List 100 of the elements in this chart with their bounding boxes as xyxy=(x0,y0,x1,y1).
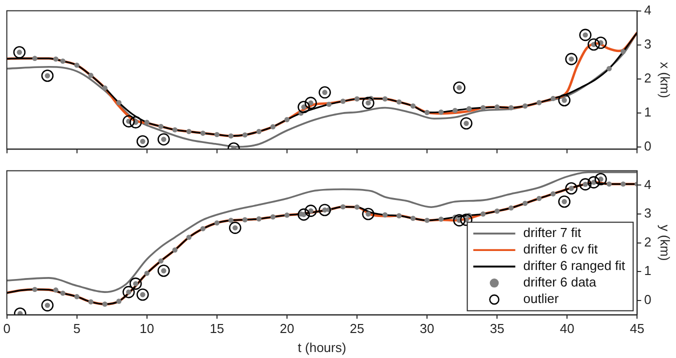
point xyxy=(480,105,486,110)
point xyxy=(144,120,150,125)
legend-label: drifter 7 fit xyxy=(523,225,582,240)
point xyxy=(200,226,206,232)
point xyxy=(453,82,466,94)
point xyxy=(228,218,234,223)
point xyxy=(242,132,248,138)
point xyxy=(53,287,58,293)
point xyxy=(122,286,135,298)
point xyxy=(606,181,612,187)
point xyxy=(362,96,374,110)
point xyxy=(256,128,262,134)
point xyxy=(158,124,164,130)
y-tick-label: 4 xyxy=(644,2,652,18)
x-tick-label: 5 xyxy=(73,321,80,336)
point xyxy=(466,106,472,112)
point xyxy=(480,211,486,217)
point xyxy=(453,214,466,226)
y-axis-title: y (km) xyxy=(658,224,673,261)
point xyxy=(410,216,416,221)
y-tick-label: 2 xyxy=(644,70,652,86)
point xyxy=(186,234,192,240)
y-axis-title: x (km) xyxy=(658,62,673,98)
y-tick-label: 1 xyxy=(644,263,652,278)
point xyxy=(362,208,374,220)
point xyxy=(122,115,135,128)
x-tick-label: 30 xyxy=(420,321,434,336)
point xyxy=(438,216,444,222)
point xyxy=(270,214,276,220)
point xyxy=(494,208,500,214)
point xyxy=(304,96,317,110)
point xyxy=(116,100,122,106)
x-tick-label: 0 xyxy=(3,321,10,336)
point xyxy=(620,181,626,187)
point xyxy=(74,294,80,300)
point xyxy=(304,204,317,217)
point xyxy=(102,85,108,91)
point xyxy=(550,96,556,102)
point xyxy=(558,195,570,208)
point xyxy=(396,213,402,218)
x-axis-title: t (hours) xyxy=(298,340,346,355)
point xyxy=(410,103,416,109)
legend-label: drifter 6 data xyxy=(523,274,598,290)
point xyxy=(284,117,290,122)
legend-label: outlier xyxy=(523,291,560,306)
point xyxy=(565,52,578,66)
point xyxy=(536,196,542,202)
point xyxy=(588,38,600,51)
point xyxy=(158,258,164,264)
point xyxy=(318,204,331,216)
point xyxy=(13,46,26,58)
point xyxy=(136,135,149,148)
x-tick-label: 25 xyxy=(350,321,364,336)
point xyxy=(136,288,149,301)
y-tick-label: 0 xyxy=(644,138,652,154)
legend-label: drifter 6 ranged fit xyxy=(523,258,626,274)
point xyxy=(522,200,528,206)
point xyxy=(130,116,142,128)
point xyxy=(284,212,290,218)
line-series xyxy=(6,171,638,293)
point xyxy=(214,220,220,226)
point xyxy=(594,36,607,49)
point xyxy=(382,96,388,102)
x-tick-label: 15 xyxy=(210,321,224,336)
point xyxy=(558,94,570,106)
point xyxy=(88,299,94,304)
point xyxy=(32,286,38,292)
point xyxy=(606,66,612,72)
y-tick-label: 0 xyxy=(644,292,652,307)
point xyxy=(579,178,592,190)
x-tick-label: 35 xyxy=(490,321,504,336)
point xyxy=(396,99,402,105)
point xyxy=(579,28,592,42)
point xyxy=(88,72,94,78)
point xyxy=(172,127,178,132)
point xyxy=(172,247,178,253)
point xyxy=(102,302,108,307)
point xyxy=(522,103,528,109)
point xyxy=(41,70,54,82)
point xyxy=(200,130,206,136)
point xyxy=(256,216,262,222)
point xyxy=(340,98,346,104)
point xyxy=(53,56,58,62)
point xyxy=(494,104,500,110)
x-tick-label: 40 xyxy=(560,321,574,336)
point xyxy=(382,212,388,218)
y-tick-label: 3 xyxy=(644,206,652,221)
point xyxy=(460,214,472,226)
point xyxy=(424,110,430,116)
point xyxy=(326,102,332,107)
point xyxy=(158,133,170,146)
point xyxy=(508,105,514,110)
point xyxy=(74,62,80,68)
point xyxy=(116,298,122,304)
point xyxy=(452,108,458,114)
point xyxy=(340,204,346,210)
point xyxy=(594,173,607,186)
y-tick-label: 3 xyxy=(644,36,652,52)
point xyxy=(460,117,472,130)
x-tick-label: 20 xyxy=(280,321,294,336)
